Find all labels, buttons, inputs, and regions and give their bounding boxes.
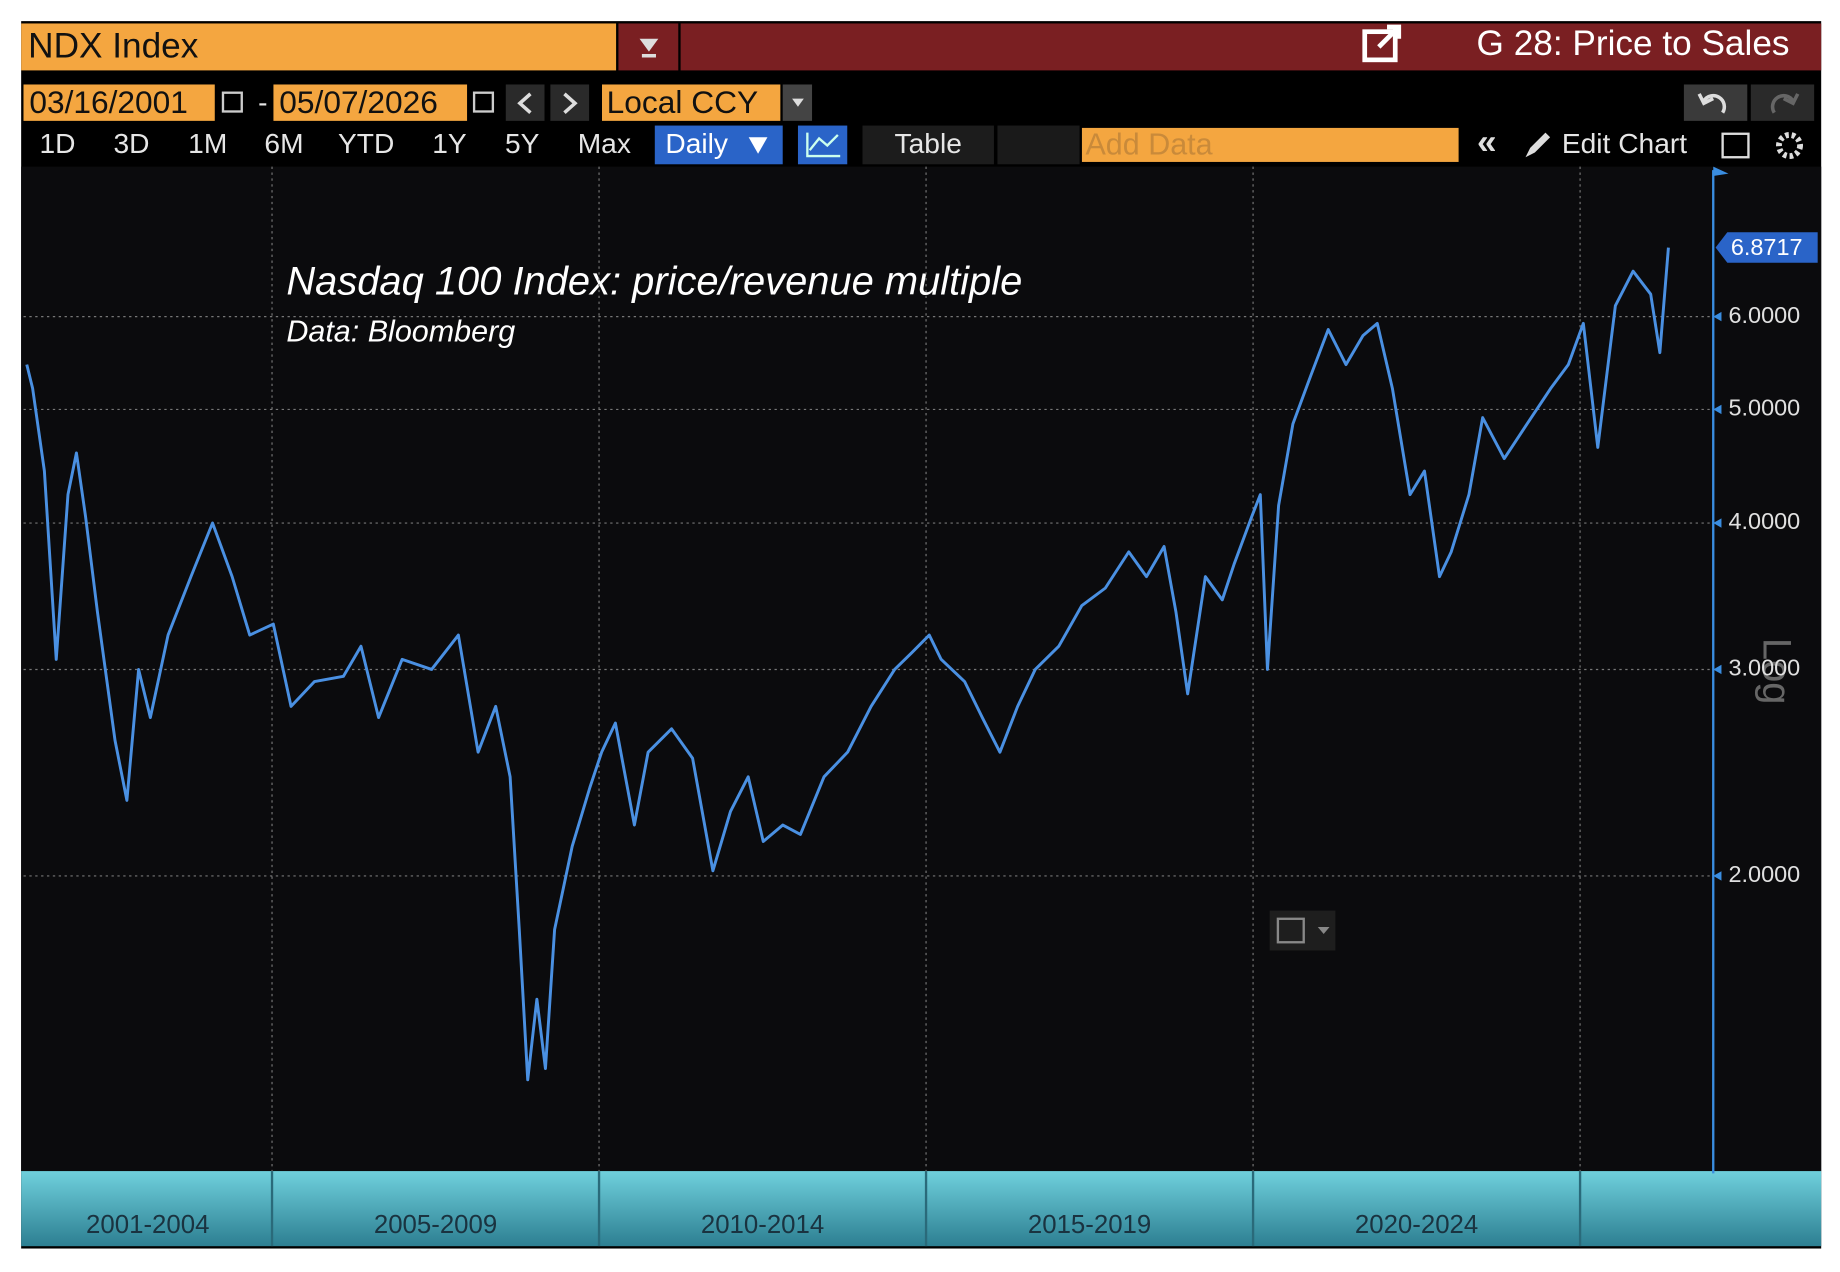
y-tick [1713, 664, 1722, 675]
security: NDX Index [28, 26, 199, 65]
settings-icon[interactable] [1776, 132, 1804, 160]
scale-label: Log [1755, 638, 1799, 705]
table: Table [895, 128, 962, 159]
annotate-icon[interactable] [1721, 132, 1750, 159]
plot-bg [21, 166, 1822, 1172]
y-tick [1713, 404, 1722, 415]
calendar-icon[interactable] [472, 91, 495, 113]
period-label: 2010-2014 [701, 1211, 824, 1239]
redo-button[interactable] [1750, 84, 1815, 121]
period-label: 2005-2009 [374, 1211, 497, 1239]
spacer [997, 125, 1080, 165]
last-value-box [1715, 232, 1818, 263]
date-separator: - [258, 87, 267, 118]
table-button[interactable] [862, 125, 994, 165]
menu-arrow [639, 38, 659, 52]
frequency-arrow [748, 137, 768, 154]
y-tick [1713, 518, 1722, 528]
redo-icon [1770, 93, 1800, 114]
menu-arrow [792, 98, 804, 107]
y-tick-label: 3.0000 [1728, 655, 1800, 681]
chart-subtitle: Data: Bloomberg [286, 314, 515, 348]
start-date: 03/16/2001 [29, 84, 188, 120]
chart-menu-icon [1276, 917, 1305, 944]
chart-title: Nasdaq 100 Index: price/revenue multiple [286, 260, 1022, 304]
y-tick-label: 5.0000 [1728, 395, 1800, 421]
next-arrow [563, 92, 578, 114]
period-strip [21, 1171, 1822, 1247]
function-title: G 28: Price to Sales [1477, 24, 1790, 63]
security-field[interactable] [21, 23, 617, 71]
y-tick-label: 4.0000 [1728, 508, 1800, 534]
currency: Local CCY [607, 84, 758, 120]
range-button[interactable]: 6M [264, 128, 303, 159]
calendar-icon[interactable] [221, 91, 243, 113]
y-tick [1713, 871, 1722, 881]
prev-button[interactable] [505, 84, 545, 121]
range-button[interactable]: 5Y [505, 128, 540, 159]
menu-arrow [1317, 927, 1330, 935]
prev-arrow [517, 92, 532, 114]
undo-icon [1697, 93, 1727, 114]
axis-marker [1713, 166, 1729, 177]
end-date-field[interactable] [273, 84, 468, 121]
y-tick-label: 2.0000 [1728, 861, 1800, 887]
chart-type-button[interactable] [797, 125, 848, 165]
currency-field[interactable] [602, 84, 781, 121]
undo-button[interactable] [1683, 84, 1748, 121]
popout-icon[interactable] [1362, 24, 1402, 63]
y-tick-label: 6.0000 [1728, 302, 1800, 328]
add-data-field[interactable] [1081, 127, 1459, 162]
frequency: Daily [665, 128, 729, 159]
chart-type-icon [806, 132, 841, 158]
period-label: 2020-2024 [1355, 1211, 1478, 1239]
collapse-icon[interactable]: « [1477, 123, 1497, 162]
pencil-icon [1525, 132, 1551, 158]
range-button[interactable]: 3D [113, 128, 149, 159]
range-button[interactable]: 1M [188, 128, 227, 159]
end-date: 05/07/2026 [279, 84, 438, 120]
edit-chart[interactable]: Edit Chart [1562, 128, 1687, 159]
menu-bar [641, 53, 656, 58]
start-date-field[interactable] [23, 84, 215, 121]
range-button[interactable]: 1D [40, 128, 76, 159]
y-tick [1713, 311, 1722, 322]
period-label: 2001-2004 [86, 1211, 209, 1239]
period-label: 2015-2019 [1028, 1211, 1151, 1239]
next-button[interactable] [550, 84, 590, 121]
add-data: Add Data [1085, 128, 1212, 162]
last-value-label: 6.8717 [1731, 234, 1803, 260]
range-button[interactable]: YTD [338, 128, 394, 159]
price-sales-line [25, 247, 1670, 1082]
range-button[interactable]: 1Y [432, 128, 467, 159]
range-button[interactable]: Max [578, 128, 631, 159]
title-bar [680, 23, 1822, 71]
